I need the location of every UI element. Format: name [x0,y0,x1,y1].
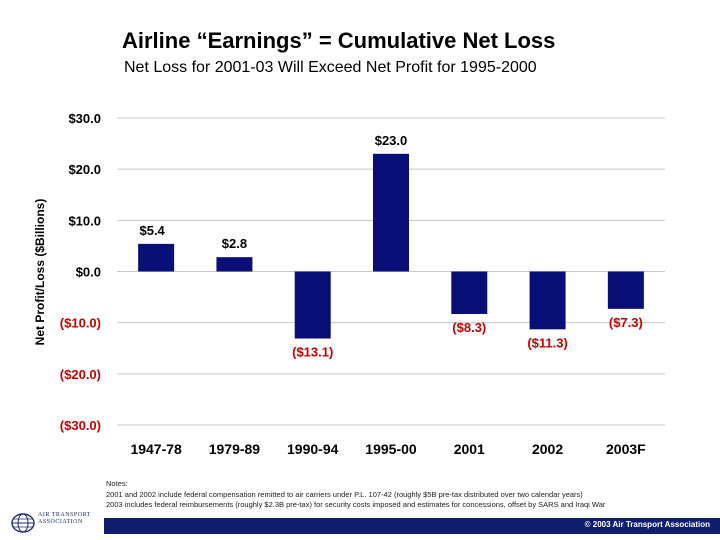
y-axis-label: Net Profit/Loss ($Billions) [33,199,47,346]
x-tick-label: 2002 [532,441,563,457]
chart-notes: Notes: 2001 and 2002 include federal com… [106,479,605,511]
bar [138,243,175,272]
copyright-text: © 2003 Air Transport Association [584,520,710,529]
chart-subtitle: Net Loss for 2001-03 Will Exceed Net Pro… [124,59,537,76]
data-label: $23.0 [375,133,408,148]
y-tick-label: $30.0 [68,111,101,126]
data-label: $2.8 [222,236,247,251]
footer-bar: © 2003 Air Transport Association [104,518,720,534]
notes-heading: Notes: [106,479,128,488]
ata-globe-icon [11,513,35,533]
chart-title: Airline “Earnings” = Cumulative Net Loss [122,28,556,53]
x-tick-label: 1947-78 [130,441,182,457]
y-tick-label: ($10.0) [60,316,101,331]
x-tick-label: 1995-00 [365,441,417,457]
data-label: ($13.1) [292,345,333,360]
x-tick-label: 1990-94 [287,441,339,457]
bar-chart: $30.0 $20.0 $10.0 $0.0 ($10.0) ($20.0) ($30.0)… [33,111,665,457]
x-tick-label: 2001 [454,441,485,457]
y-tick-label: ($30.0) [60,418,101,433]
y-tick-label: ($20.0) [60,367,101,382]
bar [216,257,253,272]
data-label: ($11.3) [527,335,567,350]
notes-line-2: 2003 includes federal reimbursements (ro… [106,500,606,509]
bar [529,271,566,330]
data-label: $5.4 [139,223,165,238]
bar [607,271,644,309]
ata-logo: AIR TRANSPORT ASSOCIATION [10,512,100,536]
y-tick-label: $20.0 [68,162,101,177]
x-tick-label: 1979-89 [209,441,261,457]
bar [373,153,409,272]
logo-text-line2: ASSOCIATION [38,519,83,525]
data-label: ($7.3) [609,315,643,330]
y-tick-label: $0.0 [76,265,101,280]
logo-text-line1: AIR TRANSPORT [38,512,91,518]
data-label: ($8.3) [452,320,486,335]
x-tick-label: 2003F [606,441,646,457]
bar [294,271,331,339]
bar [451,271,488,314]
notes-line-1: 2001 and 2002 include federal compensati… [106,489,583,499]
y-tick-label: $10.0 [68,213,101,228]
